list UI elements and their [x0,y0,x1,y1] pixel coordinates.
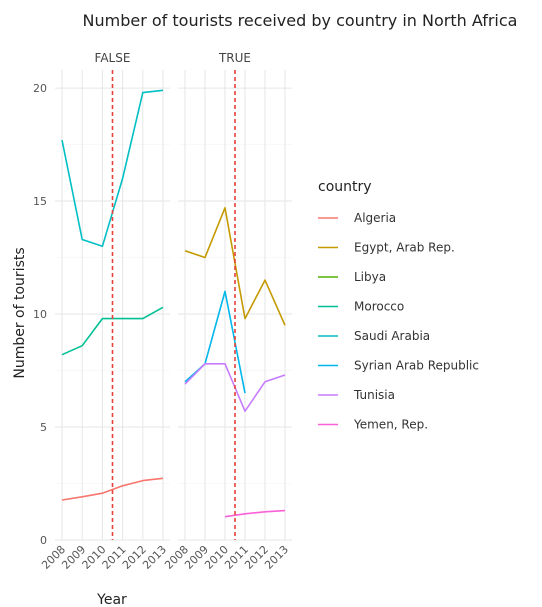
facet-label: FALSE [95,51,131,65]
y-axis-title: Number of tourists [12,247,28,378]
legend-item: Tunisia [318,388,395,402]
series-line-syrian-arab-republic [184,290,246,394]
chart-title: Number of tourists received by country i… [83,11,518,30]
series-line-algeria [61,477,164,501]
y-tick-label: 5 [40,421,47,434]
series-line-egypt-arab-rep [184,207,286,326]
legend-label: Egypt, Arab Rep. [354,241,455,255]
x-tick-label: 2013 [140,543,169,572]
y-tick-label: 0 [40,534,47,547]
legend-label: Morocco [354,300,404,314]
legend-item: Morocco [318,300,404,314]
legend-item: Algeria [318,211,396,225]
x-tick-label: 2013 [262,543,291,572]
legend: country Algeria Egypt, Arab Rep. Libya Moro… [318,179,479,432]
facet-label: TRUE [218,51,251,65]
y-tick-label: 20 [33,82,47,95]
legend-label: Yemen, Rep. [353,418,428,432]
legend-item: Syrian Arab Republic [318,359,479,373]
legend-label: Algeria [354,211,396,225]
x-axis-title: Year [96,592,127,607]
legend-item: Libya [318,270,386,284]
legend-label: Libya [354,270,386,284]
legend-label: Syrian Arab Republic [354,359,479,373]
legend-title: country [318,179,372,195]
legend-item: Saudi Arabia [318,329,430,343]
y-tick-label: 15 [33,195,47,208]
series-line-yemen-rep [224,509,286,518]
legend-label: Tunisia [353,388,395,402]
y-tick-label: 10 [33,308,47,321]
legend-label: Saudi Arabia [354,329,430,343]
legend-item: Yemen, Rep. [318,418,428,432]
legend-item: Egypt, Arab Rep. [318,241,455,255]
